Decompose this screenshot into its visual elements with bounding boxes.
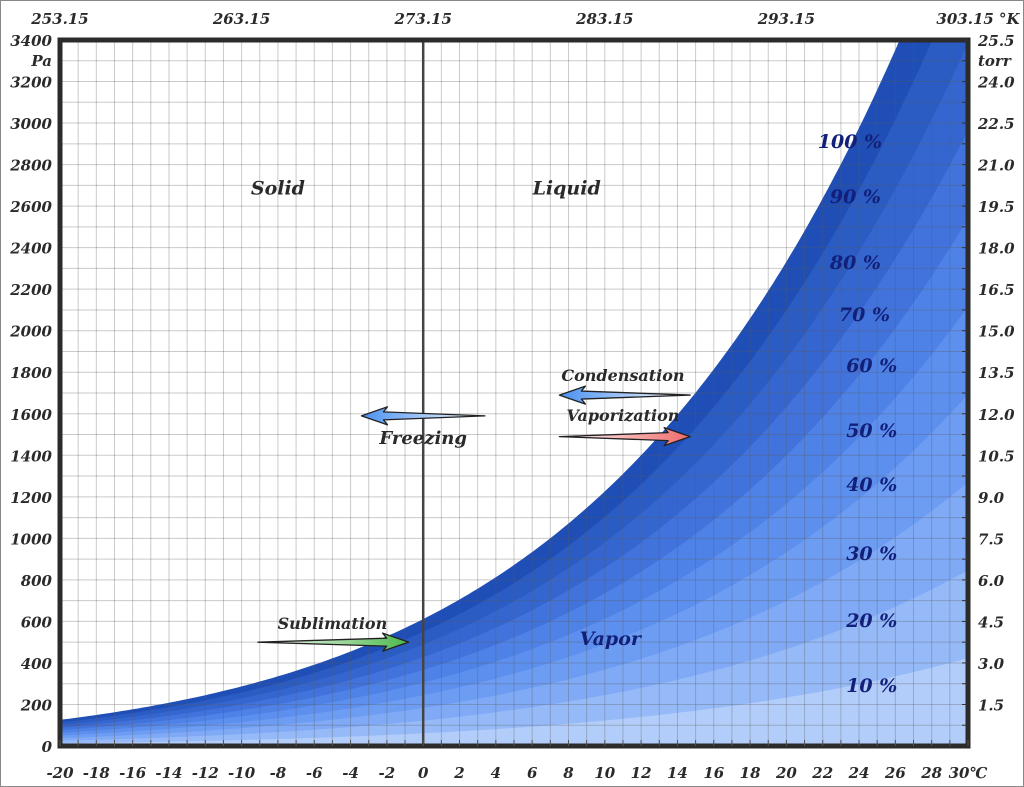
humidity-band-9 xyxy=(60,658,968,746)
x-tick-label: 18 xyxy=(740,764,761,782)
x-tick-label: 26 xyxy=(884,764,906,782)
x-tick-label: -2 xyxy=(379,764,396,782)
humidity-label: 10 % xyxy=(846,675,897,697)
humidity-label: 20 % xyxy=(845,610,897,632)
y-tick-label: 0 xyxy=(42,738,53,756)
freezing-label: Freezing xyxy=(378,428,467,449)
torr-tick-label: 13.5 xyxy=(978,364,1015,382)
torr-tick-label: 19.5 xyxy=(978,198,1015,216)
torr-tick-label: 25.5 xyxy=(977,32,1015,50)
y-tick-label: 2800 xyxy=(9,157,52,175)
y-tick-label: 1600 xyxy=(10,406,52,424)
torr-unit-label: torr xyxy=(978,52,1012,70)
x-tick-label: 2 xyxy=(453,764,464,782)
y-tick-label: 2400 xyxy=(9,240,52,258)
torr-tick-label: 12.0 xyxy=(978,406,1015,424)
x-tick-label: 0 xyxy=(418,764,429,782)
x-tick-label: -10 xyxy=(228,764,256,782)
x-tick-label: 28 xyxy=(920,764,942,782)
torr-tick-label: 18.0 xyxy=(978,240,1015,258)
x-tick-label: -12 xyxy=(192,764,219,782)
x-tick-label: 8 xyxy=(563,764,574,782)
x-tick-label: -16 xyxy=(119,764,147,782)
torr-tick-label: 24.0 xyxy=(977,74,1015,92)
kelvin-tick-label: 283.15 xyxy=(575,10,633,28)
torr-tick-label: 4.5 xyxy=(978,613,1004,631)
humidity-label: 60 % xyxy=(846,355,897,377)
torr-tick-label: 22.5 xyxy=(977,115,1015,133)
x-tick-label: -18 xyxy=(83,764,111,782)
kelvin-tick-label: 273.15 xyxy=(393,10,451,28)
region-label-vapor: Vapor xyxy=(580,628,643,650)
torr-tick-label: 10.5 xyxy=(978,447,1015,465)
humidity-label: 70 % xyxy=(839,304,890,326)
y-tick-label: 1400 xyxy=(10,447,52,465)
humidity-label: 50 % xyxy=(846,420,897,442)
kelvin-tick-label: 263.15 xyxy=(212,10,270,28)
x-tick-label: 10 xyxy=(594,764,615,782)
torr-tick-label: 15.0 xyxy=(978,323,1015,341)
y-tick-label: 200 xyxy=(20,696,53,714)
y-tick-label: 3000 xyxy=(10,115,52,133)
kelvin-tick-label: 293.15 xyxy=(757,10,815,28)
region-label-liquid: Liquid xyxy=(532,177,601,199)
torr-tick-label: 6.0 xyxy=(978,572,1005,590)
kelvin-tick-label: 303.15 °K xyxy=(936,10,1020,28)
y-tick-label: 3400 xyxy=(10,32,52,50)
torr-tick-label: 3.0 xyxy=(978,655,1005,673)
y-tick-label: 1000 xyxy=(10,530,52,548)
freezing-arrow xyxy=(360,406,486,426)
y-tick-label: 1200 xyxy=(10,489,52,507)
x-tick-label: -20 xyxy=(46,764,74,782)
sublimation-label: Sublimation xyxy=(278,614,388,633)
x-tick-label: 12 xyxy=(631,764,652,782)
x-tick-label: 6 xyxy=(527,764,538,782)
x-tick-label: 30℃ xyxy=(949,764,988,782)
y-tick-label: 2000 xyxy=(9,323,52,341)
vaporization-label: Vaporization xyxy=(567,406,680,425)
humidity-band-8 xyxy=(60,570,968,746)
torr-tick-label: 9.0 xyxy=(978,489,1005,507)
x-tick-label: 24 xyxy=(848,764,870,782)
humidity-label: 80 % xyxy=(829,252,881,274)
y-tick-label: 2600 xyxy=(9,198,52,216)
y-tick-label: 400 xyxy=(21,655,53,673)
x-tick-label: 4 xyxy=(491,764,501,782)
x-tick-label: 16 xyxy=(703,764,724,782)
kelvin-tick-label: 253.15 xyxy=(30,10,88,28)
humidity-label: 40 % xyxy=(846,474,897,496)
x-tick-label: -4 xyxy=(342,764,359,782)
sublimation-arrow xyxy=(257,632,410,652)
y-tick-label: 2200 xyxy=(9,281,52,299)
y-tick-label: 600 xyxy=(21,613,53,631)
y-tick-label: 1800 xyxy=(10,364,52,382)
torr-tick-label: 7.5 xyxy=(978,530,1004,548)
torr-tick-label: 21.0 xyxy=(977,157,1015,175)
x-tick-label: 22 xyxy=(811,764,833,782)
x-tick-label: -8 xyxy=(270,764,287,782)
torr-tick-label: 1.5 xyxy=(978,696,1004,714)
condensation-arrow xyxy=(558,385,691,405)
y-tick-label: 3200 xyxy=(10,74,52,92)
x-tick-label: 20 xyxy=(775,764,797,782)
x-tick-label: -14 xyxy=(155,764,182,782)
x-tick-label: -6 xyxy=(306,764,323,782)
plot-area xyxy=(60,40,968,746)
humidity-label: 30 % xyxy=(846,543,897,565)
vaporization-arrow xyxy=(558,426,691,447)
humidity-label: 100 % xyxy=(818,131,882,153)
y-unit-label: Pa xyxy=(30,52,52,70)
torr-tick-label: 16.5 xyxy=(978,281,1015,299)
x-tick-label: 14 xyxy=(667,764,688,782)
y-tick-label: 800 xyxy=(21,572,53,590)
region-label-solid: Solid xyxy=(251,177,305,199)
condensation-label: Condensation xyxy=(561,366,684,385)
humidity-label: 90 % xyxy=(830,186,881,208)
